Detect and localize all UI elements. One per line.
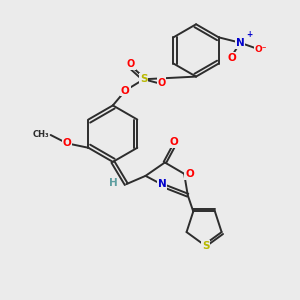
Text: O: O (227, 52, 236, 63)
Text: N: N (236, 38, 244, 48)
Text: O⁻: O⁻ (255, 45, 267, 54)
Text: CH₃: CH₃ (32, 130, 49, 140)
Text: O: O (158, 78, 166, 88)
Text: O: O (185, 169, 194, 179)
Text: O: O (127, 59, 135, 69)
Text: O: O (169, 137, 178, 147)
Text: O: O (121, 85, 130, 96)
Text: S: S (140, 74, 148, 84)
Text: H: H (110, 178, 118, 188)
Text: S: S (202, 241, 209, 251)
Text: +: + (247, 30, 253, 39)
Text: N: N (158, 179, 166, 189)
Text: O: O (63, 138, 71, 148)
